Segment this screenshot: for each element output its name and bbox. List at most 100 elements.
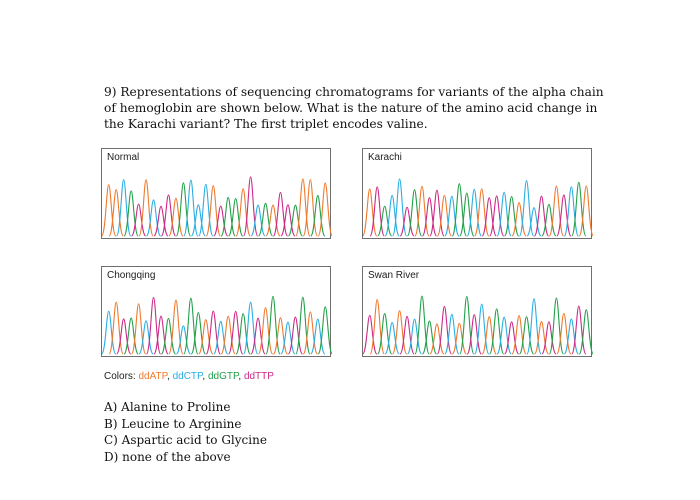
peak-a [317,182,332,237]
peak-c [310,318,326,355]
peak-t [481,197,497,237]
peak-a [511,202,527,237]
answer-option-a: A) Alanine to Proline [104,400,231,414]
panel-label: Normal [107,152,140,163]
peak-a [391,310,408,355]
peak-c [116,179,132,237]
peak-g [295,296,311,355]
answer-option-d: D) none of the above [104,449,231,464]
answer-list: A) Alanine to Proline B) Leucine to Argi… [104,399,267,465]
peak-t [116,318,132,355]
peak-a [108,189,124,237]
answer-option-c: C) Aspartic acid to Glycine [104,433,267,448]
peak-g [421,320,438,355]
peak-t [272,191,289,237]
peak-g [548,297,565,355]
peak-g [578,309,593,355]
peak-a [295,178,311,237]
peak-g [228,197,244,237]
peak-a [556,312,572,355]
peak-a [168,299,184,355]
peak-a [235,188,251,237]
chromatogram-panel-swan-river: Swan River [362,266,593,357]
peak-c [213,320,229,355]
chromatogram-trace [363,295,593,355]
chromatogram-trace [102,176,332,237]
peak-t [429,189,445,237]
peak-a [102,184,117,237]
chromatogram-panel-karachi: Karachi [362,148,593,239]
legend-ddatp: ddATP [138,371,168,382]
peak-g [220,196,236,237]
peak-c [444,313,460,355]
peak-c [384,322,400,355]
peak-g [265,295,281,355]
panel-label: Chongqing [107,270,156,281]
peak-a [302,311,318,355]
peak-a [272,317,289,355]
peak-g [183,297,199,355]
chromatogram-panel-normal: Normal [101,148,332,239]
peak-g [377,205,393,237]
peak-t [489,195,505,237]
peak-a [369,299,385,355]
legend-ddctp: ddCTP [172,371,203,382]
peak-a [533,321,550,355]
color-legend: Colors: ddATP, ddCTP, ddGTP, ddTTP [104,371,274,382]
chromatogram-trace [363,178,593,237]
peak-c [518,179,535,237]
peak-g [489,308,505,355]
peak-g [541,203,557,237]
peak-t [153,205,169,237]
peak-t [280,204,296,237]
peak-t [503,321,520,355]
peak-t [436,305,453,355]
peak-a [436,194,453,237]
peak-c [496,191,512,237]
peak-t [250,317,266,355]
peak-c [250,204,266,237]
peak-t [466,314,482,355]
peak-a [220,315,236,355]
peak-c [145,199,162,237]
peak-a [481,316,497,355]
peak-a [130,303,147,355]
peak-c [496,316,512,355]
peak-a [138,179,154,237]
peak-g [175,182,192,237]
peak-c [444,195,460,237]
peak-t [153,315,169,355]
question-text: 9) Representations of sequencing chromat… [104,85,604,131]
peak-g [287,204,304,237]
peak-g [190,311,206,355]
color-legend-label: Colors: [104,371,136,382]
peak-t [228,310,244,355]
peak-t [160,194,177,237]
peak-g [518,316,535,355]
peak-a [474,188,490,237]
peak-g [123,190,139,237]
peak-g [459,192,475,237]
peak-g [451,183,467,237]
peak-t [399,315,415,355]
peak-c [280,321,296,355]
peak-c [384,194,400,237]
panel-label: Karachi [368,152,402,163]
answer-option-b: B) Leucine to Arginine [104,416,242,431]
peak-c [526,207,542,237]
peak-g [160,317,177,355]
peak-c [474,303,490,355]
legend-ddttp: ddTTP [243,371,274,382]
peak-a [511,315,527,355]
chromatogram-trace [102,295,332,355]
peak-c [563,318,579,355]
peak-c [190,204,206,237]
peak-t [213,205,229,237]
peak-g [377,313,393,355]
peak-g [310,194,326,237]
peak-a [363,188,378,237]
peak-a [548,185,565,237]
peak-c [175,325,192,355]
peak-t [205,310,221,355]
peak-t [145,296,162,355]
